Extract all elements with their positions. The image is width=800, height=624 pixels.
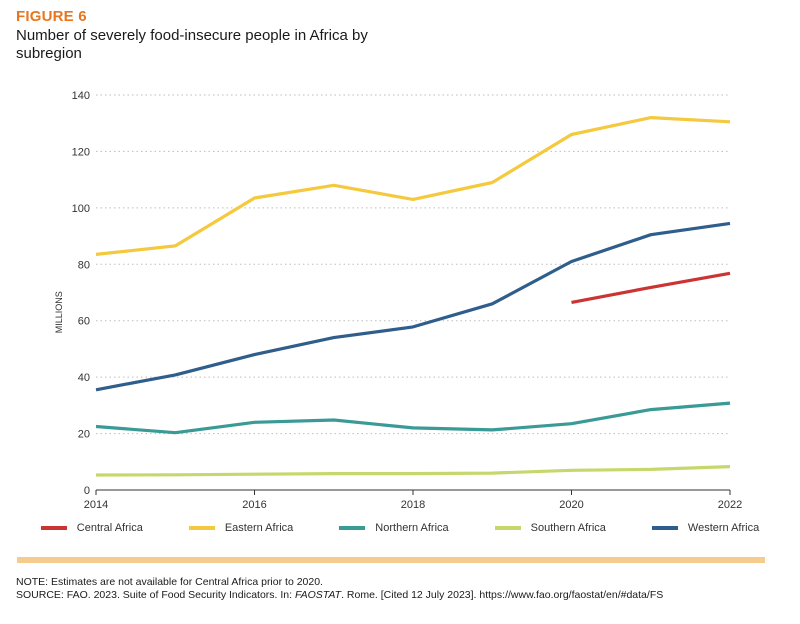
source-prefix: SOURCE: FAO. 2023. Suite of Food Securit… [16,589,295,601]
y-axis-label: MILLIONS [54,291,64,333]
series-line-western-africa [95,221,731,392]
source-italic: FAOSTAT [294,589,342,601]
axes: 0 20 40 60 80 100 120 140 2014 2016 2018 2020 2022 MI… [54,90,742,511]
notes: NOTE: Estimates are not available for Ce… [16,576,663,602]
legend-swatch [339,526,366,530]
legend-label: Northern Africa [375,522,449,534]
x-tick-label: 2022 [718,499,742,511]
y-tick-label: 40 [78,372,90,384]
legend-label: Western Africa [687,522,760,534]
legend-item-eastern-africa: Eastern Africa [188,522,294,534]
series-lines [95,115,731,477]
y-tick-label: 100 [72,203,90,215]
series-line-central-africa [571,271,731,304]
note-text: NOTE: Estimates are not available for Ce… [16,576,323,588]
legend-swatch [188,526,215,530]
legend-swatch [494,526,521,530]
y-tick-label: 0 [84,485,90,497]
x-tick-label: 2016 [242,499,266,511]
line-chart: 0 20 40 60 80 100 120 140 2014 2016 2018 2020 2022 MI… [54,90,742,511]
x-tick-label: 2014 [84,499,108,511]
series-line-northern-africa [95,401,731,435]
legend-label: Eastern Africa [224,522,294,534]
legend: Central Africa Eastern Africa Northern Afr… [0,522,800,534]
y-tick-label: 20 [78,429,90,441]
x-tick-label: 2018 [401,499,425,511]
gridlines [96,94,730,435]
figure-label: FIGURE 6 [16,8,87,25]
series-line-eastern-africa [95,115,731,256]
legend-item-central-africa: Central Africa [40,522,143,534]
y-tick-label: 140 [72,90,90,102]
legend-swatch [40,526,67,530]
y-tick-label: 60 [78,316,90,328]
x-tick-label: 2020 [559,499,583,511]
legend-swatch [651,526,678,530]
legend-label: Southern Africa [530,522,606,534]
legend-item-western-africa: Western Africa [651,522,760,534]
divider-bar [17,557,765,563]
y-tick-label: 120 [72,146,90,158]
source-suffix: . Rome. [Cited 12 July 2023]. https://ww… [341,589,664,601]
legend-label: Central Africa [76,522,143,534]
figure-title: Number of severely food-insecure people … [16,27,368,62]
source-text: SOURCE: FAO. 2023. Suite of Food Securit… [16,589,663,602]
series-line-southern-africa [95,465,731,477]
legend-item-southern-africa: Southern Africa [494,522,606,534]
y-tick-label: 80 [78,259,90,271]
legend-item-northern-africa: Northern Africa [339,522,449,534]
